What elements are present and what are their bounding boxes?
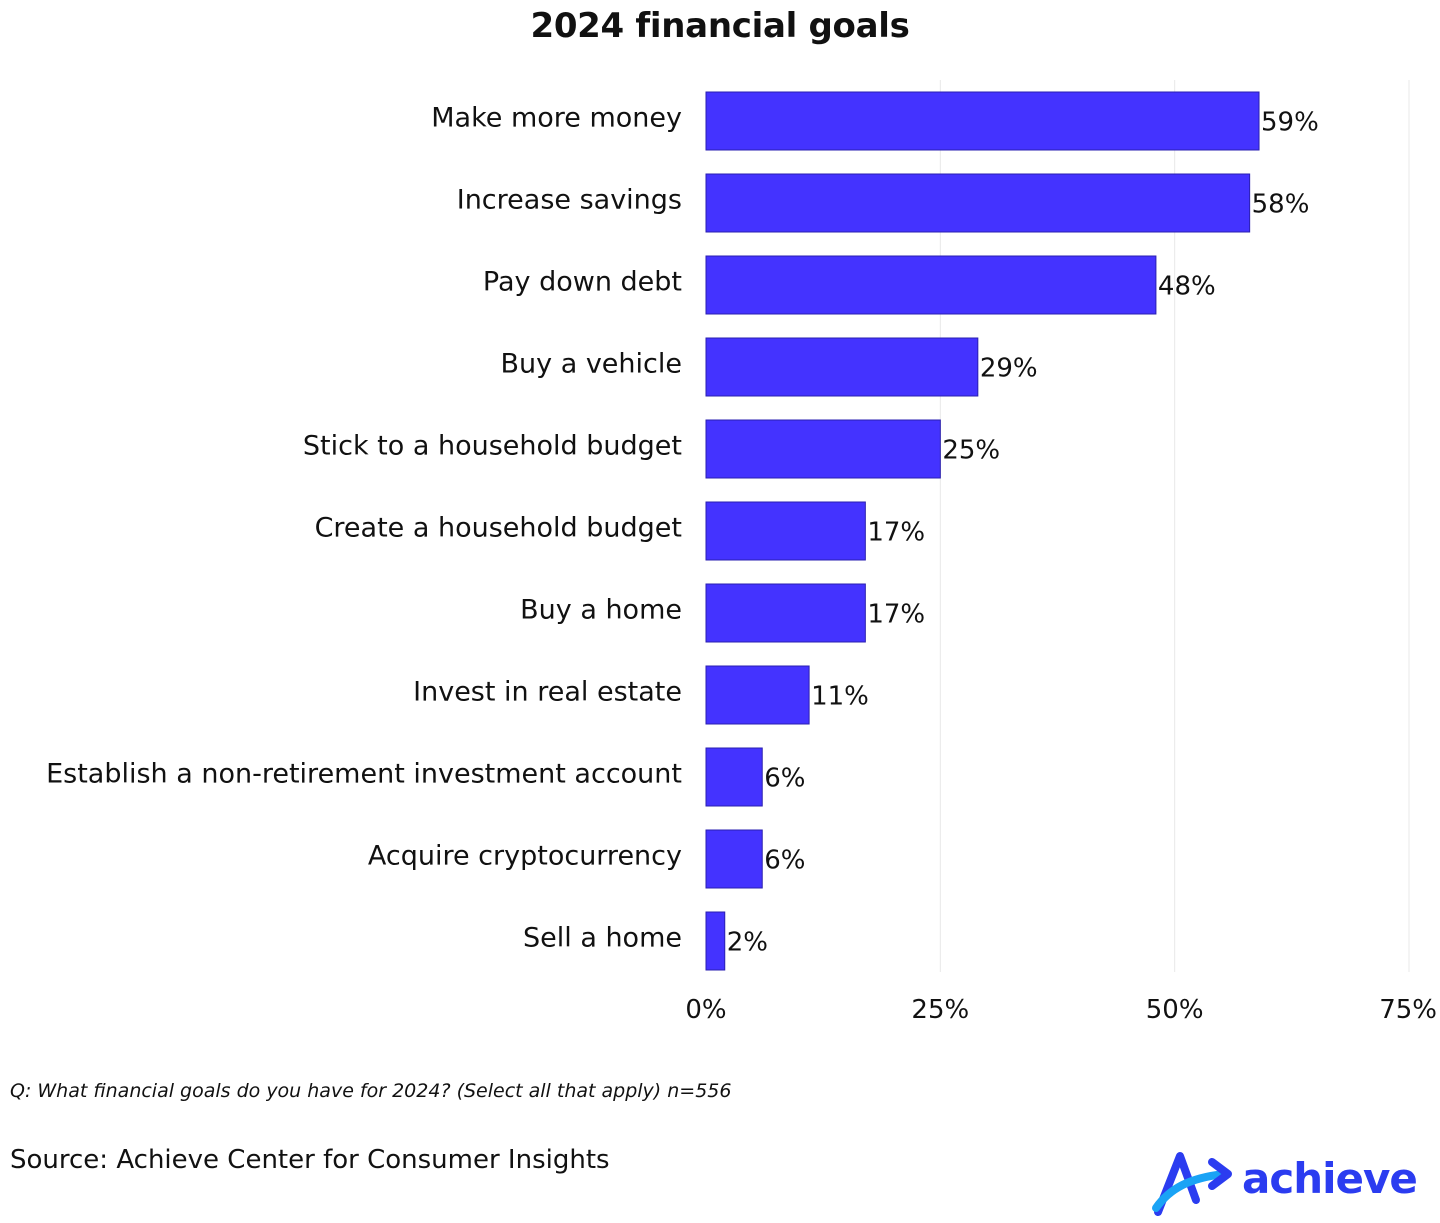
x-tick-label: 0% <box>685 995 726 1025</box>
bar <box>705 911 726 971</box>
bar <box>705 583 866 643</box>
bar <box>705 829 763 889</box>
bar-chart: Make more money Increase savings Pay down … <box>46 80 1437 1025</box>
value-label: 11% <box>811 682 869 712</box>
category-label: Pay down debt <box>483 267 682 298</box>
bar <box>705 91 1260 151</box>
bar <box>705 173 1251 233</box>
category-label: Sell a home <box>523 923 682 954</box>
category-label: Establish a non-retirement investment ac… <box>46 759 682 790</box>
category-label: Create a household budget <box>315 513 682 544</box>
bar <box>705 255 1157 315</box>
bar <box>705 665 810 725</box>
value-label: 59% <box>1261 108 1319 138</box>
x-axis-ticks: 0% 25% 50% 75% <box>685 995 1437 1025</box>
category-label: Make more money <box>431 103 682 134</box>
brand-logo: achieve <box>1150 1148 1440 1220</box>
category-label: Acquire cryptocurrency <box>368 841 682 872</box>
category-label: Buy a vehicle <box>501 349 683 380</box>
brand-name: achieve <box>1242 1154 1418 1203</box>
source-note: Source: Achieve Center for Consumer Insi… <box>10 1145 610 1175</box>
chart-title: 2024 financial goals <box>530 6 910 46</box>
value-label: 25% <box>942 436 1000 466</box>
value-label: 58% <box>1252 190 1310 220</box>
category-labels: Make more money Increase savings Pay down … <box>46 103 682 954</box>
value-label: 29% <box>980 354 1038 384</box>
value-label: 17% <box>867 600 925 630</box>
x-tick-label: 25% <box>911 995 969 1025</box>
bar <box>705 501 866 561</box>
bar <box>705 747 763 807</box>
value-labels: 59% 58% 48% 29% 25% 17% 17% 11% 6% 6% 2% <box>727 108 1319 958</box>
x-tick-label: 50% <box>1146 995 1204 1025</box>
value-label: 48% <box>1158 272 1216 302</box>
value-label: 17% <box>867 518 925 548</box>
value-label: 2% <box>727 928 768 958</box>
category-label: Invest in real estate <box>413 677 682 708</box>
achieve-arrow-icon <box>1152 1152 1232 1216</box>
x-tick-label: 75% <box>1379 995 1437 1025</box>
bar <box>705 419 941 479</box>
value-label: 6% <box>764 764 805 794</box>
value-label: 6% <box>764 846 805 876</box>
category-label: Stick to a household budget <box>303 431 682 462</box>
category-label: Buy a home <box>520 595 682 626</box>
bars <box>705 91 1260 971</box>
bar <box>705 337 979 397</box>
survey-question-note: Q: What financial goals do you have for … <box>10 1080 732 1102</box>
category-label: Increase savings <box>457 185 682 216</box>
